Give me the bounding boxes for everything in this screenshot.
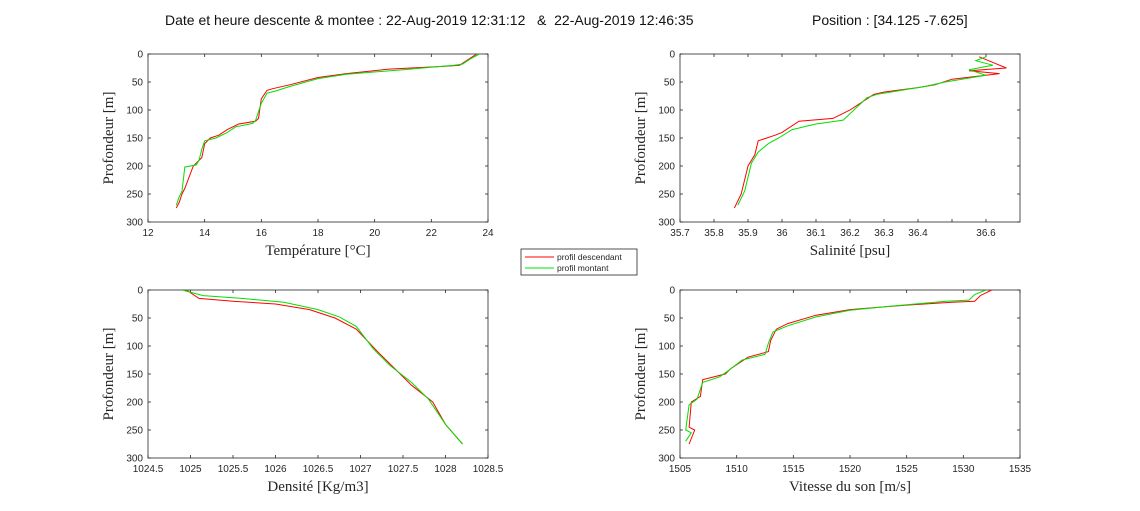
- x-tick-label: 1525: [896, 464, 919, 475]
- x-tick-label: 1026: [264, 464, 287, 475]
- y-tick-label: 300: [126, 218, 143, 229]
- x-tick-label: 12: [142, 228, 154, 239]
- x-tick-label: 1025: [179, 464, 202, 475]
- y-tick-label: 200: [658, 398, 675, 409]
- series-line-montant: [685, 290, 987, 442]
- y-axis-label: Profondeur [m]: [101, 92, 117, 185]
- x-tick-label: 22: [426, 228, 438, 239]
- figure-title-dates: Date et heure descente & montee : 22-Aug…: [165, 12, 694, 28]
- series-line-montant: [737, 56, 993, 206]
- subplot-3: 1024.5 1025 1025.5 1026 1026.5 1027 1027.5 1028…: [101, 286, 504, 496]
- y-axis-label: Profondeur [m]: [633, 328, 649, 421]
- y-tick-label: 0: [137, 286, 143, 297]
- x-tick-label: 1025.5: [218, 464, 249, 475]
- y-tick-label: 100: [658, 342, 675, 353]
- subplot-1: 12 14 16 18 20 22 24 0 50 100 150 200 250 300 Températ…: [101, 50, 494, 260]
- y-tick-label: 200: [126, 162, 143, 173]
- figure-title-position: Position : [34.125 -7.625]: [812, 12, 968, 28]
- x-tick-label: 1535: [1009, 464, 1032, 475]
- y-tick-label: 0: [669, 50, 675, 61]
- x-tick-label: 1027.5: [388, 464, 419, 475]
- x-tick-label: 1028.5: [473, 464, 504, 475]
- y-tick-label: 200: [126, 398, 143, 409]
- x-tick-label: 36: [776, 228, 788, 239]
- y-tick-label: 300: [126, 454, 143, 465]
- y-tick-label: 100: [126, 342, 143, 353]
- x-tick-label: 36.2: [840, 228, 860, 239]
- x-tick-label: 35.7: [670, 228, 690, 239]
- y-tick-label: 150: [126, 370, 143, 381]
- series-line-descendant: [186, 290, 463, 445]
- x-tick-label: 1027: [349, 464, 372, 475]
- x-tick-label: 36.6: [976, 228, 996, 239]
- x-axis-label: Température [°C]: [265, 243, 370, 259]
- x-tick-label: 20: [369, 228, 381, 239]
- y-tick-label: 50: [664, 78, 676, 89]
- y-tick-label: 150: [658, 370, 675, 381]
- y-tick-label: 50: [132, 314, 144, 325]
- y-axis-label: Profondeur [m]: [101, 328, 117, 421]
- axes-frame: [679, 289, 1021, 459]
- y-tick-label: 100: [658, 106, 675, 117]
- y-tick-label: 150: [658, 134, 675, 145]
- y-tick-label: 150: [126, 134, 143, 145]
- y-tick-label: 250: [126, 426, 143, 437]
- y-tick-label: 0: [137, 50, 143, 61]
- x-axis-label: Salinité [psu]: [810, 243, 890, 259]
- x-tick-label: 16: [256, 228, 268, 239]
- x-tick-label: 18: [312, 228, 324, 239]
- x-tick-label: 35.9: [738, 228, 758, 239]
- x-tick-label: 36.3: [874, 228, 894, 239]
- y-axis-label: Profondeur [m]: [633, 92, 649, 185]
- legend-box: profil descendant profil montant: [520, 248, 638, 276]
- y-tick-label: 250: [658, 426, 675, 437]
- y-tick-label: 250: [126, 190, 143, 201]
- x-tick-label: 1026.5: [303, 464, 334, 475]
- axes-frame: [679, 53, 1021, 223]
- axes-frame: [147, 53, 489, 223]
- legend-label-montant: profil montant: [557, 263, 609, 273]
- x-tick-label: 1530: [952, 464, 975, 475]
- series-line-montant: [175, 54, 480, 206]
- subplot-2: 35.7 35.8 35.9 36 36.1 36.2 36.3 36.4 36.6 0 50 100…: [633, 50, 1021, 259]
- axes-frame: [147, 289, 489, 459]
- x-axis-label: Vitesse du son [m/s]: [789, 479, 911, 495]
- y-tick-label: 50: [132, 78, 144, 89]
- x-tick-label: 1515: [782, 464, 805, 475]
- x-tick-label: 36.1: [806, 228, 826, 239]
- x-tick-label: 1520: [839, 464, 862, 475]
- series-line-montant: [181, 290, 463, 445]
- subplots-group: 12 14 16 18 20 22 24 0 50 100 150 200 250 300 Températ…: [101, 50, 1032, 496]
- series-line-descendant: [175, 54, 477, 209]
- y-tick-label: 250: [658, 190, 675, 201]
- y-tick-label: 300: [658, 454, 675, 465]
- subplot-4: 1505 1510 1515 1520 1525 1530 1535 0 50 100 150 200…: [633, 286, 1032, 496]
- x-tick-label: 24: [482, 228, 494, 239]
- series-line-descendant: [688, 290, 992, 445]
- series-line-descendant: [733, 56, 1007, 209]
- legend-label-descendant: profil descendant: [557, 252, 622, 262]
- x-tick-label: 1505: [669, 464, 692, 475]
- x-tick-label: 14: [199, 228, 211, 239]
- x-axis-label: Densité [Kg/m3]: [267, 479, 368, 495]
- y-tick-label: 0: [669, 286, 675, 297]
- y-tick-label: 200: [658, 162, 675, 173]
- legend-frame: [520, 248, 638, 276]
- y-tick-label: 50: [664, 314, 676, 325]
- x-tick-label: 1510: [726, 464, 749, 475]
- y-tick-label: 100: [126, 106, 143, 117]
- x-tick-label: 1024.5: [133, 464, 164, 475]
- x-tick-label: 35.8: [704, 228, 724, 239]
- x-tick-label: 1028: [434, 464, 457, 475]
- x-tick-label: 36.4: [908, 228, 928, 239]
- y-tick-label: 300: [658, 218, 675, 229]
